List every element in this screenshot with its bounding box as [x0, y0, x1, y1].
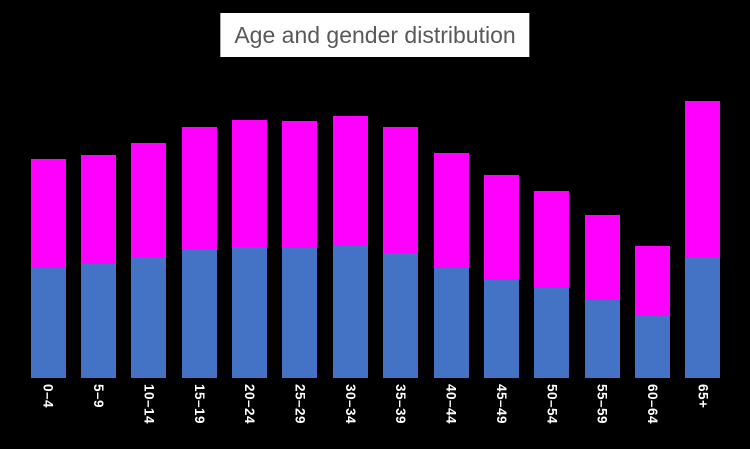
x-axis-label: 20–24 — [242, 384, 257, 424]
x-axis-label: 60–64 — [645, 384, 660, 424]
bar-segment-blue — [232, 247, 267, 378]
bar-segment-blue — [131, 258, 166, 378]
bar-column: 65+ — [678, 0, 728, 378]
bar-column: 55–59 — [577, 0, 627, 378]
plot-area: 0–45–910–1415–1920–2425–2930–3435–3940–4… — [23, 0, 728, 378]
bar-segment-blue — [31, 268, 66, 378]
bar-stack — [182, 127, 217, 378]
bar-segment-magenta — [131, 143, 166, 258]
bar-stack — [333, 116, 368, 378]
bar-segment-blue — [282, 248, 317, 378]
bar-segment-magenta — [585, 215, 620, 300]
bar-segment-magenta — [282, 121, 317, 248]
x-axis-label: 25–29 — [292, 384, 307, 424]
bar-segment-magenta — [685, 101, 720, 258]
bar-column: 0–4 — [23, 0, 73, 378]
bar-segment-magenta — [81, 155, 116, 264]
x-axis-label: 40–44 — [444, 384, 459, 424]
bar-column: 35–39 — [376, 0, 426, 378]
bar-column: 5–9 — [73, 0, 123, 378]
bar-segment-magenta — [434, 153, 469, 268]
bar-segment-blue — [635, 316, 670, 378]
bar-stack — [484, 175, 519, 378]
bar-segment-blue — [182, 250, 217, 378]
bar-segment-magenta — [31, 159, 66, 268]
x-axis-label: 50–54 — [544, 384, 559, 424]
x-axis-label: 5–9 — [91, 384, 106, 408]
bar-stack — [685, 101, 720, 378]
bar-stack — [434, 153, 469, 378]
bar-stack — [585, 215, 620, 378]
bar-segment-magenta — [635, 246, 670, 316]
bar-stack — [383, 127, 418, 378]
bar-column: 30–34 — [325, 0, 375, 378]
bar-segment-magenta — [383, 127, 418, 253]
bar-stack — [282, 121, 317, 378]
bar-stack — [131, 143, 166, 378]
x-axis-label: 65+ — [695, 384, 710, 408]
bar-segment-magenta — [232, 120, 267, 247]
bar-column: 25–29 — [275, 0, 325, 378]
x-axis-label: 35–39 — [393, 384, 408, 424]
bar-segment-magenta — [484, 175, 519, 280]
x-axis-label: 30–34 — [343, 384, 358, 424]
bar-segment-magenta — [182, 127, 217, 250]
bar-segment-blue — [585, 300, 620, 378]
bar-stack — [81, 155, 116, 378]
bar-column: 40–44 — [426, 0, 476, 378]
bar-segment-blue — [333, 246, 368, 378]
x-axis-label: 15–19 — [192, 384, 207, 424]
bar-column: 15–19 — [174, 0, 224, 378]
bar-column: 45–49 — [476, 0, 526, 378]
x-axis-label: 45–49 — [494, 384, 509, 424]
x-axis-label: 10–14 — [141, 384, 156, 424]
bar-column: 60–64 — [627, 0, 677, 378]
bar-segment-magenta — [333, 116, 368, 246]
bar-column: 50–54 — [527, 0, 577, 378]
x-axis-label: 55–59 — [595, 384, 610, 424]
bar-stack — [635, 246, 670, 378]
bar-stack — [31, 159, 66, 378]
bar-stack — [534, 191, 569, 378]
bar-segment-blue — [534, 288, 569, 378]
bar-segment-blue — [434, 268, 469, 378]
bar-segment-blue — [81, 264, 116, 378]
x-axis-label: 0–4 — [41, 384, 56, 408]
bar-segment-blue — [484, 280, 519, 378]
bar-column: 20–24 — [224, 0, 274, 378]
bar-segment-blue — [685, 258, 720, 378]
bar-segment-magenta — [534, 191, 569, 288]
bar-stack — [232, 120, 267, 378]
bar-segment-blue — [383, 253, 418, 378]
bar-column: 10–14 — [124, 0, 174, 378]
